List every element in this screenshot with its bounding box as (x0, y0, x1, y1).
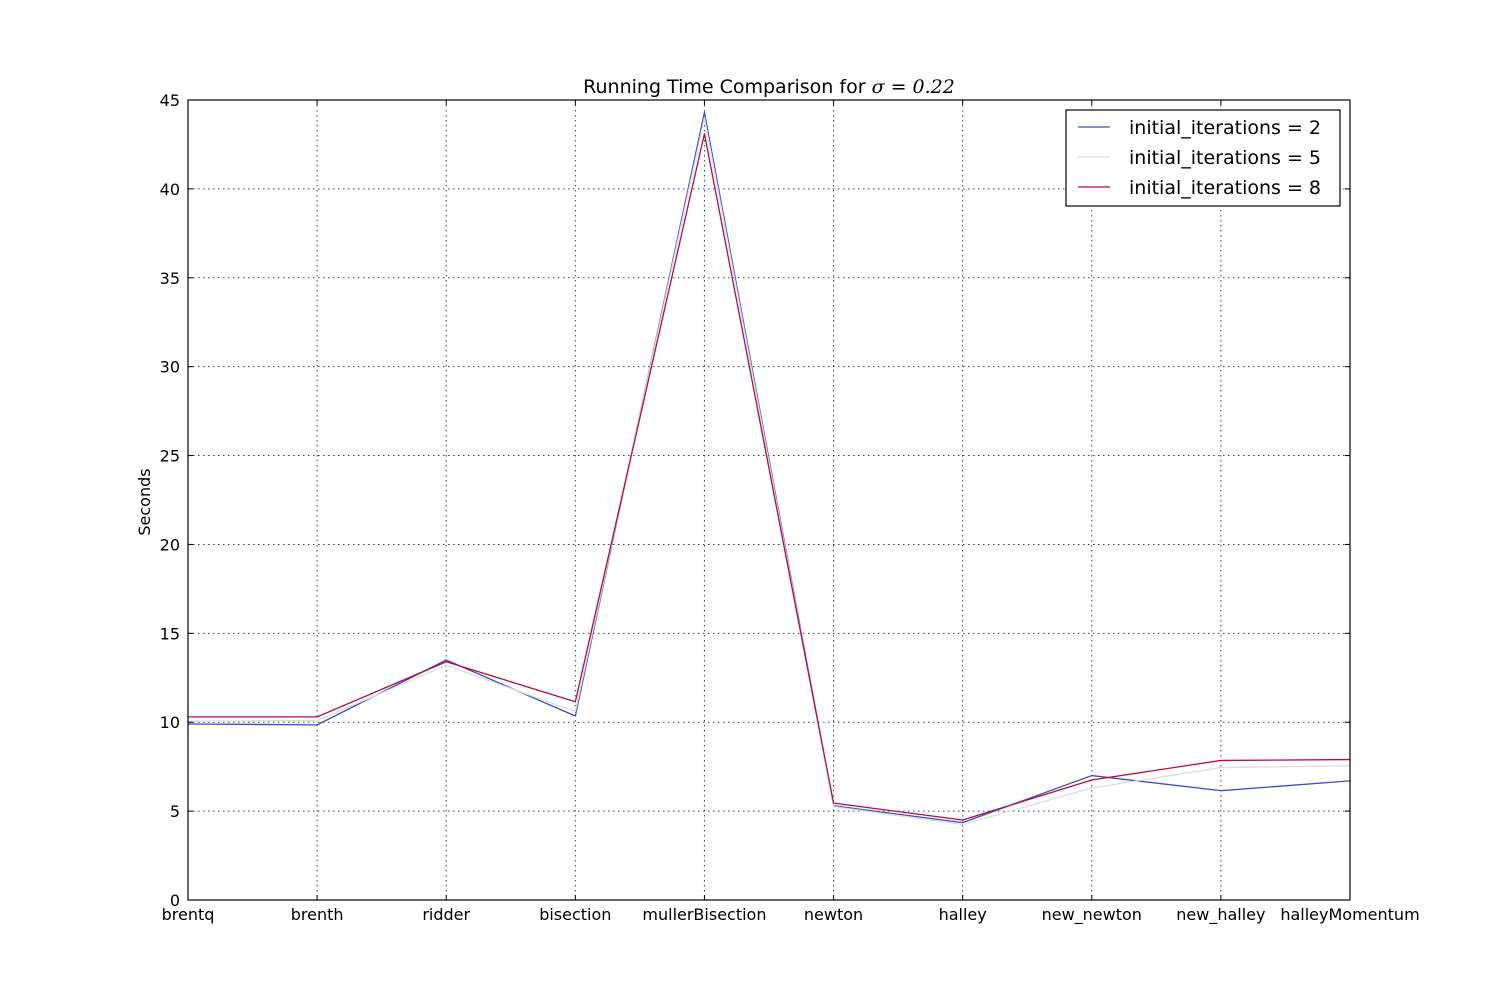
series-line-3 (188, 133, 1351, 821)
y-tick-label: 35 (160, 269, 180, 288)
x-tick-label: new_halley (1176, 905, 1265, 925)
y-tick-label: 45 (160, 91, 180, 110)
y-tick-label: 40 (160, 180, 180, 199)
x-tick-label: brentq (162, 905, 215, 924)
y-tick-label: 0 (170, 891, 180, 910)
plot-frame (187, 99, 1351, 901)
x-tick-label: bisection (539, 905, 611, 924)
legend: initial_iterations = 2 initial_iterations… (1065, 109, 1341, 207)
series-line-2 (187, 117, 1351, 826)
chart-title: Running Time Comparison for σ = 0.22 (583, 76, 955, 98)
legend-label: initial_iterations = 8 (1129, 177, 1321, 199)
y-tick-label: 5 (170, 802, 180, 821)
y-tick-label: 30 (160, 358, 180, 377)
x-tick-label: ridder (422, 905, 470, 924)
legend-label: initial_iterations = 2 (1129, 117, 1321, 139)
chart-title-text: Running Time Comparison for (583, 76, 871, 98)
legend-box (1065, 109, 1341, 207)
x-tick-label: newton (804, 905, 863, 924)
x-tick-label: halleyMomentum (1280, 905, 1419, 924)
y-tick-label: 20 (160, 535, 180, 554)
series-lines (187, 111, 1351, 826)
x-tick-label: brenth (291, 905, 344, 924)
legend-label: initial_iterations = 5 (1129, 147, 1321, 169)
y-tick-label: 25 (160, 447, 180, 466)
axis-ticks: brentq brenth ridder bisection mullerBisecti… (160, 91, 1420, 925)
x-tick-label: mullerBisection (642, 905, 766, 924)
y-tick-label: 15 (160, 624, 180, 643)
x-tick-label: halley (939, 905, 987, 924)
x-tick-label: new_newton (1042, 905, 1142, 925)
grid-lines (188, 100, 1350, 900)
chart-title-math: σ = 0.22 (872, 76, 955, 98)
y-axis-label: Seconds (135, 468, 154, 535)
y-tick-label: 10 (160, 713, 180, 732)
